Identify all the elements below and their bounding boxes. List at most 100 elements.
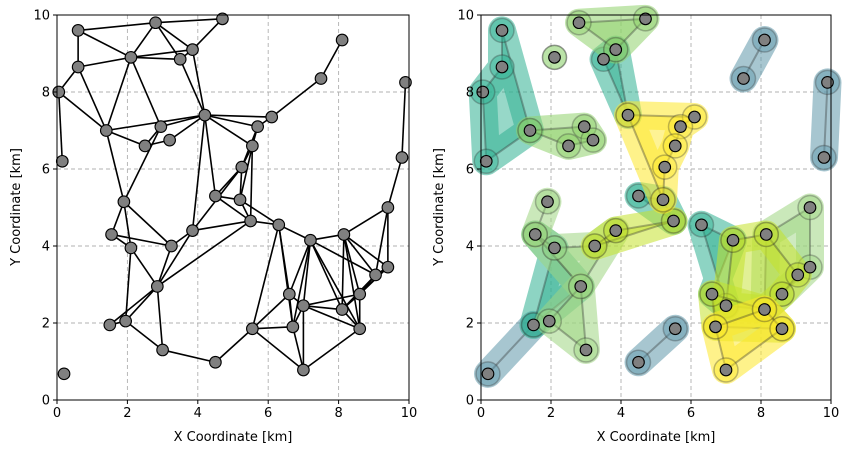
x-tick-label: 6 xyxy=(264,406,272,421)
axis-ticks: 0 2 4 6 8 10 0 2 4 6 8 10 xyxy=(457,9,839,422)
network-node xyxy=(154,120,168,133)
network-node xyxy=(138,139,152,153)
network-edge xyxy=(251,293,290,330)
network-node xyxy=(297,299,310,313)
network-edge xyxy=(204,114,258,128)
network-node xyxy=(353,287,367,301)
network-node xyxy=(233,193,247,207)
network-edge xyxy=(251,224,280,329)
network-edge xyxy=(303,293,360,307)
network-node xyxy=(272,218,286,232)
network-node xyxy=(541,195,554,209)
network-node xyxy=(621,108,635,122)
network-node xyxy=(124,50,138,64)
network-nodes xyxy=(52,12,412,381)
network-edge xyxy=(130,56,181,61)
network-node xyxy=(71,24,85,37)
network-node xyxy=(542,314,556,328)
network-edge xyxy=(288,239,312,295)
network-edge xyxy=(106,114,205,132)
network-edge xyxy=(343,233,377,276)
network-node xyxy=(758,33,771,47)
cluster-outline xyxy=(593,219,675,247)
network-node xyxy=(758,303,771,316)
network-edge xyxy=(123,201,172,247)
network-node xyxy=(476,85,490,99)
network-node xyxy=(335,303,349,316)
network-edge xyxy=(57,91,64,162)
network-node xyxy=(381,201,395,214)
network-node xyxy=(577,120,591,133)
network-node xyxy=(495,24,509,37)
network-edge xyxy=(125,285,158,322)
network-node xyxy=(523,124,537,137)
network-node xyxy=(165,239,178,253)
network-panel: 0 2 4 6 8 10 0 2 4 6 8 10 X Coordinate [km] Y Coord… xyxy=(9,9,417,446)
network-edge xyxy=(302,240,312,306)
network-node xyxy=(209,355,222,369)
network-node xyxy=(737,72,750,85)
network-node xyxy=(528,228,542,241)
network-node xyxy=(251,120,264,133)
network-edges xyxy=(57,18,407,371)
network-node xyxy=(246,322,259,336)
network-edge xyxy=(111,233,172,247)
network-edge xyxy=(109,285,158,326)
network-node xyxy=(658,160,672,174)
y-tick-label: 2 xyxy=(42,317,50,332)
network-node xyxy=(119,314,132,328)
network-node xyxy=(209,189,222,203)
network-node xyxy=(579,343,593,357)
network-node xyxy=(186,224,199,237)
network-node xyxy=(71,60,85,74)
network-edge xyxy=(239,145,254,200)
network-edge xyxy=(204,114,272,118)
y-tick-label: 0 xyxy=(466,394,474,409)
network-edge xyxy=(155,18,223,24)
network-node xyxy=(759,228,773,241)
network-edge xyxy=(179,58,206,116)
network-node xyxy=(395,151,409,164)
network-edge xyxy=(130,22,157,58)
network-node xyxy=(156,343,169,357)
network-node xyxy=(668,139,682,153)
network-node xyxy=(481,367,495,381)
network-node xyxy=(586,133,600,147)
network-node xyxy=(548,50,561,64)
network-node xyxy=(337,228,351,241)
cluster-region xyxy=(580,206,688,260)
network-node xyxy=(282,287,296,301)
plot-frame xyxy=(56,14,410,401)
network-node xyxy=(369,268,382,282)
network-edge xyxy=(124,247,132,322)
network-node xyxy=(632,189,645,203)
network-node xyxy=(562,139,575,153)
network-edge xyxy=(387,157,403,208)
network-node xyxy=(52,85,66,99)
x-tick-label: 10 xyxy=(401,406,418,421)
y-tick-label: 6 xyxy=(42,163,50,178)
network-node xyxy=(572,16,586,30)
x-tick-label: 10 xyxy=(823,406,840,421)
network-edge xyxy=(401,82,407,158)
network-node xyxy=(667,214,680,228)
network-edge xyxy=(169,114,206,141)
network-edge xyxy=(77,66,108,131)
network-edge xyxy=(58,91,107,132)
network-node xyxy=(163,133,176,147)
network-node xyxy=(609,43,623,57)
network-node xyxy=(719,299,733,313)
y-tick-label: 10 xyxy=(33,9,50,24)
y-axis-label: Y Coordinate [km] xyxy=(432,148,447,267)
network-edge xyxy=(343,233,389,268)
x-tick-label: 2 xyxy=(547,406,555,421)
network-edge xyxy=(309,239,343,310)
network-node xyxy=(235,160,249,174)
network-edge xyxy=(130,247,158,287)
network-node xyxy=(775,322,789,336)
network-edge xyxy=(214,328,253,363)
x-tick-label: 0 xyxy=(53,406,61,421)
network-node xyxy=(726,233,740,247)
x-tick-label: 8 xyxy=(757,406,765,421)
